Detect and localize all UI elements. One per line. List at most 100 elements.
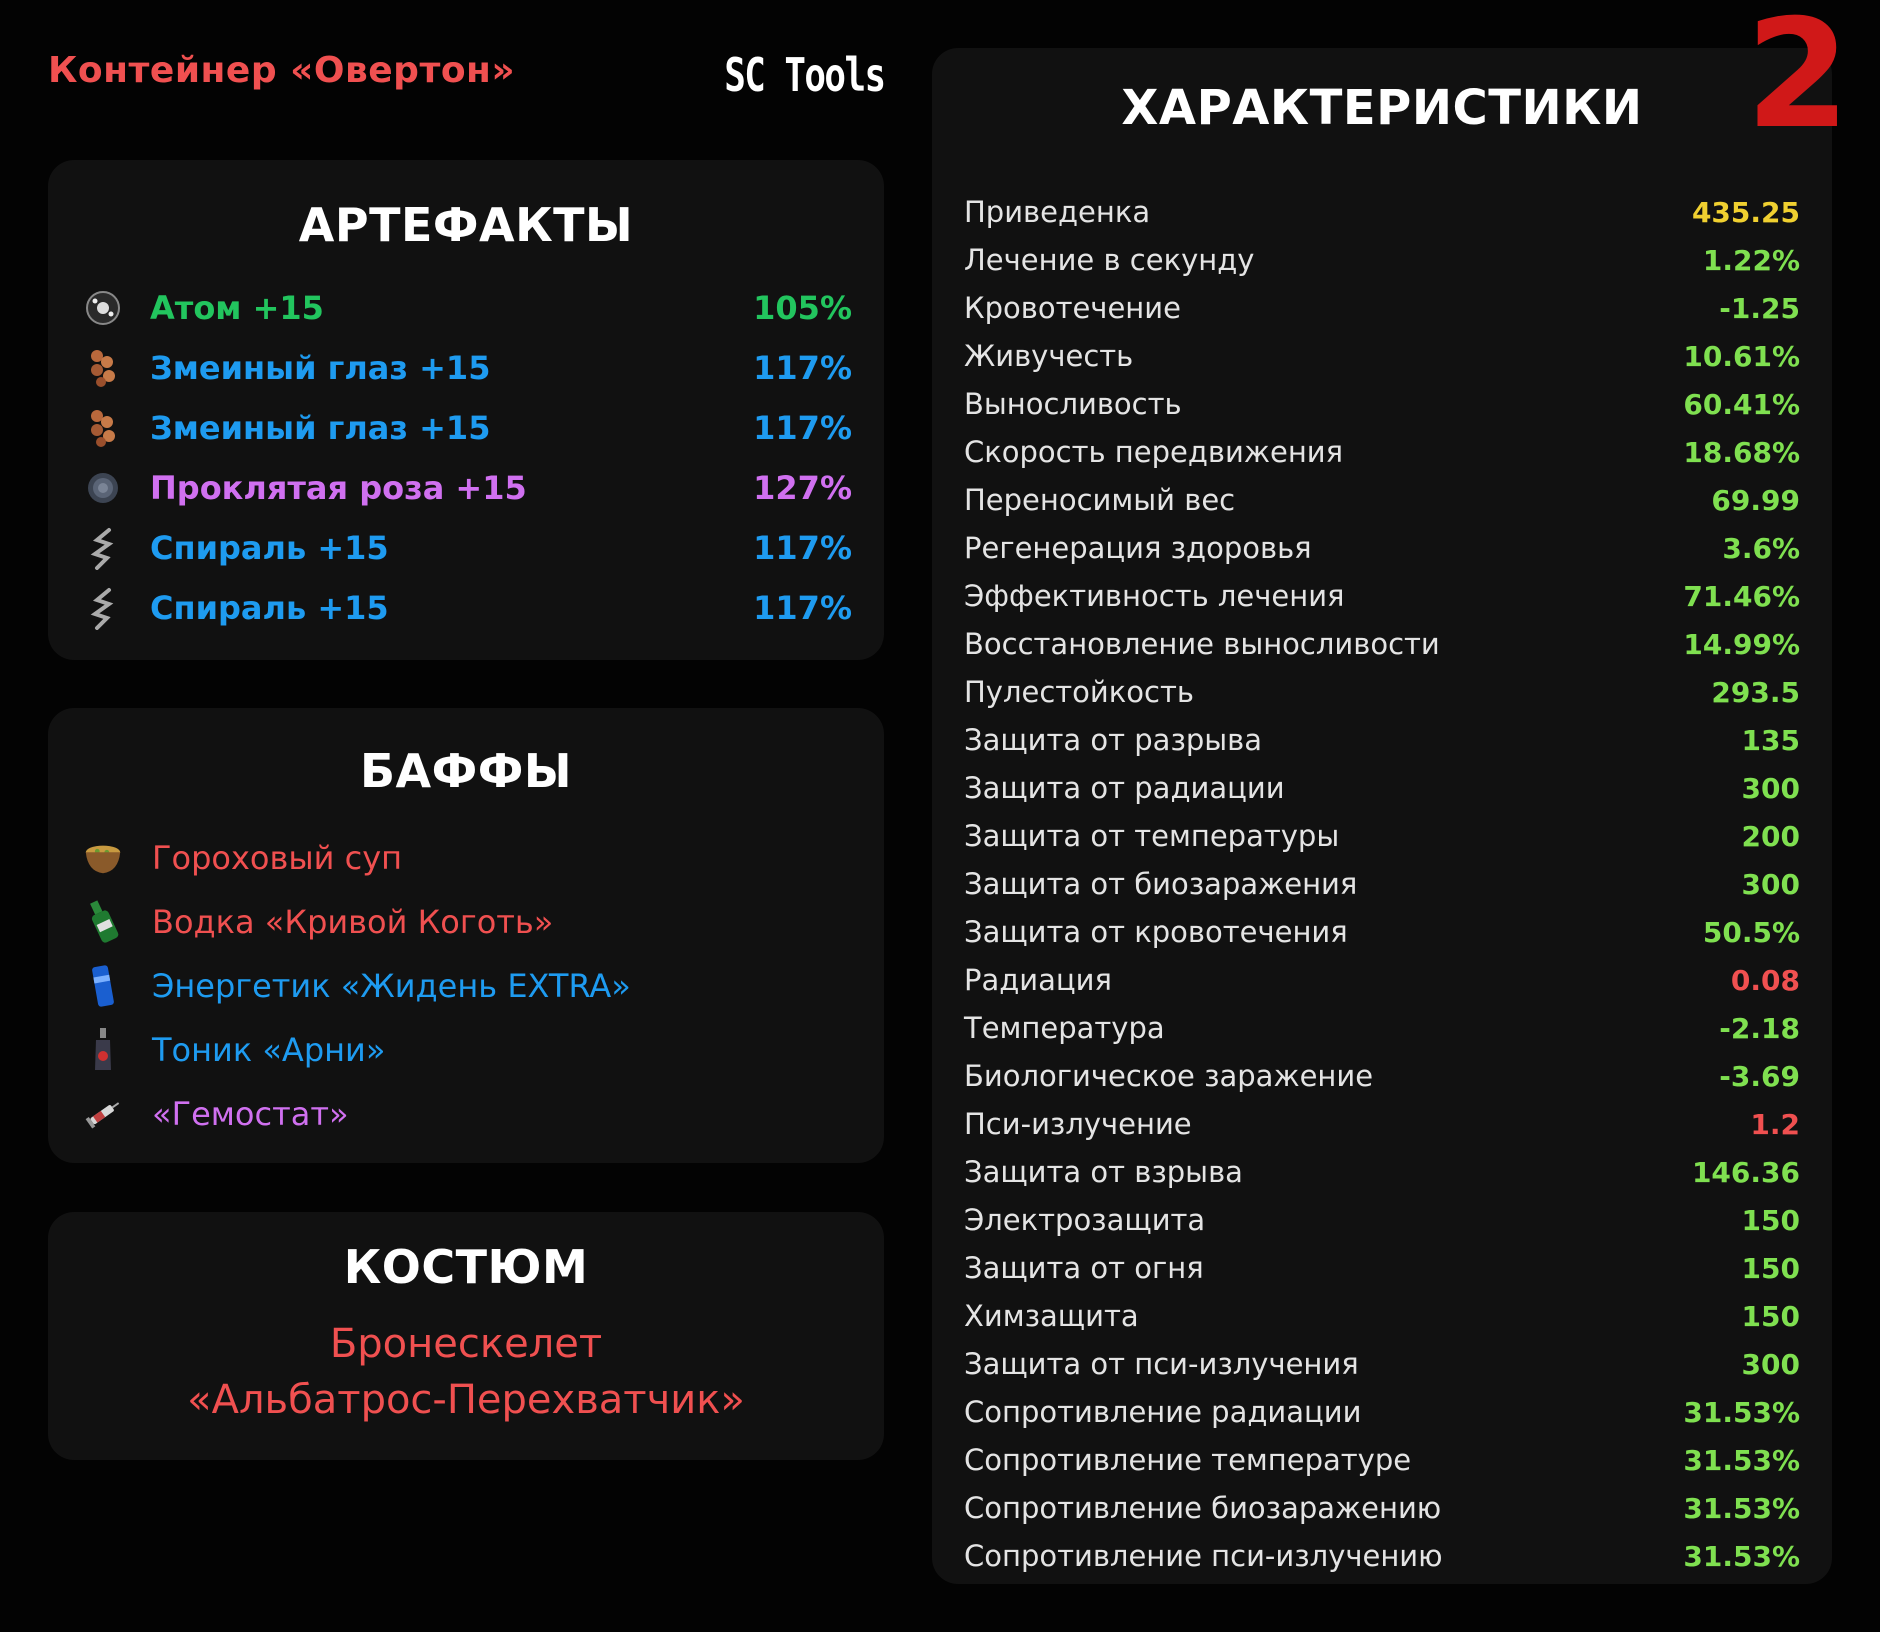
stats-title: ХАРАКТЕРИСТИКИ	[1121, 80, 1643, 136]
stat-value: 150	[1741, 1203, 1800, 1237]
stat-label: Пси-излучение	[964, 1107, 1192, 1141]
stat-value: 14.99%	[1683, 627, 1800, 661]
stat-row: Скорость передвижения 18.68%	[964, 428, 1800, 476]
buff-name: Тоник «Арни»	[152, 1031, 386, 1069]
suit-panel: КОСТЮМ Бронескелет «Альбатрос-Перехватчи…	[48, 1212, 884, 1460]
artifact-row: Змеиный глаз +15 117%	[82, 338, 852, 398]
artifacts-panel: АРТЕФАКТЫ Атом +15 105% Змеиный глаз +15 11…	[48, 160, 884, 660]
stat-value: 31.53%	[1683, 1395, 1800, 1429]
stat-label: Сопротивление температуре	[964, 1443, 1412, 1477]
stat-value: 71.46%	[1683, 579, 1800, 613]
stat-label: Защита от пси-излучения	[964, 1347, 1359, 1381]
stat-value: -2.18	[1719, 1011, 1800, 1045]
pea-soup-icon	[82, 834, 124, 882]
stat-row: Приведенка 435.25	[964, 188, 1800, 236]
stat-row: Сопротивление пси-излучению 31.53%	[964, 1532, 1800, 1580]
stat-row: Сопротивление биозаражению 31.53%	[964, 1484, 1800, 1532]
stat-label: Эффективность лечения	[964, 579, 1345, 613]
stat-label: Защита от огня	[964, 1251, 1204, 1285]
stat-value: -1.25	[1719, 291, 1800, 325]
artifact-percent: 117%	[753, 529, 852, 567]
stat-row: Лечение в секунду 1.22%	[964, 236, 1800, 284]
stat-value: 18.68%	[1683, 435, 1800, 469]
stats-panel: ХАРАКТЕРИСТИКИ Приведенка 435.25 Лечение в…	[932, 48, 1832, 1584]
buff-name: Водка «Кривой Коготь»	[152, 903, 554, 941]
stat-row: Электрозащита 150	[964, 1196, 1800, 1244]
buff-name: Энергетик «Жидень EXTRA»	[152, 967, 631, 1005]
stat-label: Радиация	[964, 963, 1112, 997]
stat-value: -3.69	[1719, 1059, 1800, 1093]
stat-label: Восстановление выносливости	[964, 627, 1440, 661]
stat-label: Сопротивление биозаражению	[964, 1491, 1442, 1525]
stat-label: Защита от кровотечения	[964, 915, 1348, 949]
stat-value: 1.22%	[1702, 243, 1800, 277]
stat-value: 200	[1741, 819, 1800, 853]
suit-name-line2: «Альбатрос-Перехватчик»	[187, 1377, 745, 1423]
stat-row: Переносимый вес 69.99	[964, 476, 1800, 524]
stat-value: 60.41%	[1683, 387, 1800, 421]
snake-eye-artifact-icon	[82, 347, 124, 389]
stat-label: Биологическое заражение	[964, 1059, 1374, 1093]
buff-row: Тоник «Арни»	[82, 1018, 852, 1082]
stat-label: Температура	[964, 1011, 1165, 1045]
artifact-percent: 105%	[753, 289, 852, 327]
suit-name: Бронескелет «Альбатрос-Перехватчик»	[48, 1316, 884, 1428]
stat-value: 31.53%	[1683, 1443, 1800, 1477]
artifact-name: Проклятая роза +15	[150, 469, 527, 507]
stat-value: 293.5	[1711, 675, 1800, 709]
stat-value: 150	[1741, 1299, 1800, 1333]
artifact-row: Спираль +15 117%	[82, 518, 852, 578]
stat-label: Химзащита	[964, 1299, 1139, 1333]
stat-row: Биологическое заражение -3.69	[964, 1052, 1800, 1100]
artifacts-list: Атом +15 105% Змеиный глаз +15 117% Змеиный …	[82, 278, 852, 638]
stat-label: Живучесть	[964, 339, 1134, 373]
spiral-artifact-icon	[82, 527, 124, 570]
artifact-name: Атом +15	[150, 289, 324, 327]
stat-row: Эффективность лечения 71.46%	[964, 572, 1800, 620]
stat-label: Сопротивление пси-излучению	[964, 1539, 1443, 1573]
stat-row: Пси-излучение 1.2	[964, 1100, 1800, 1148]
stat-row: Радиация 0.08	[964, 956, 1800, 1004]
stat-label: Пулестойкость	[964, 675, 1194, 709]
container-title: Контейнер «Овертон»	[48, 50, 516, 91]
stat-label: Переносимый вес	[964, 483, 1236, 517]
stat-label: Скорость передвижения	[964, 435, 1344, 469]
stat-value: 135	[1741, 723, 1800, 757]
stats-list: Приведенка 435.25 Лечение в секунду 1.22% Кр…	[964, 188, 1800, 1580]
tonic-bottle-icon	[82, 1026, 124, 1074]
stat-row: Кровотечение -1.25	[964, 284, 1800, 332]
buffs-panel: БАФФЫ Гороховый суп Водка «Кривой Коготь»…	[48, 708, 884, 1163]
stat-row: Защита от биозаражения 300	[964, 860, 1800, 908]
stat-value: 31.53%	[1683, 1539, 1800, 1573]
suit-title: КОСТЮМ	[343, 1240, 589, 1294]
stat-label: Защита от радиации	[964, 771, 1285, 805]
stat-row: Защита от кровотечения 50.5%	[964, 908, 1800, 956]
stat-label: Защита от биозаражения	[964, 867, 1358, 901]
artifacts-title: АРТЕФАКТЫ	[298, 198, 634, 252]
artifact-row: Атом +15 105%	[82, 278, 852, 338]
stat-row: Защита от радиации 300	[964, 764, 1800, 812]
buff-row: «Гемостат»	[82, 1082, 852, 1146]
stat-row: Живучесть 10.61%	[964, 332, 1800, 380]
stat-label: Защита от разрыва	[964, 723, 1263, 757]
artifact-row: Змеиный глаз +15 117%	[82, 398, 852, 458]
buff-row: Гороховый суп	[82, 826, 852, 890]
stat-row: Выносливость 60.41%	[964, 380, 1800, 428]
stat-label: Лечение в секунду	[964, 243, 1255, 277]
stat-row: Защита от температуры 200	[964, 812, 1800, 860]
stat-value: 146.36	[1691, 1155, 1800, 1189]
energy-drink-icon	[82, 962, 124, 1010]
stat-value: 435.25	[1691, 195, 1800, 229]
spiral-artifact-icon	[82, 587, 124, 630]
cursed-rose-artifact-icon	[82, 467, 124, 509]
buff-name: «Гемостат»	[152, 1095, 349, 1133]
stat-value: 300	[1741, 1347, 1800, 1381]
buffs-title: БАФФЫ	[359, 744, 573, 798]
stat-value: 300	[1741, 867, 1800, 901]
stat-row: Химзащита 150	[964, 1292, 1800, 1340]
artifact-name: Змеиный глаз +15	[150, 349, 491, 387]
atom-artifact-icon	[82, 287, 124, 329]
page-number: 2	[1745, 0, 1850, 162]
hemostat-syringe-icon	[82, 1090, 124, 1138]
stat-label: Защита от взрыва	[964, 1155, 1243, 1189]
